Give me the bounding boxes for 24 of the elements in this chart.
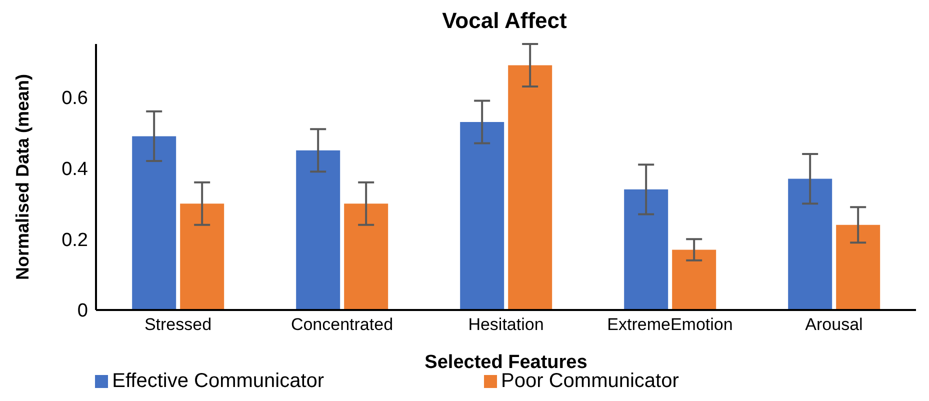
bar <box>624 189 668 310</box>
bar <box>508 65 552 310</box>
x-tick-label: ExtremeEmotion <box>607 315 733 334</box>
y-tick-label: 0.6 <box>62 88 88 109</box>
bar <box>296 150 340 310</box>
bar <box>788 178 832 310</box>
bar <box>460 122 504 310</box>
y-tick-label: 0.2 <box>62 230 88 251</box>
chart-title: Vocal Affect <box>441 8 568 35</box>
y-tick-label: 0 <box>77 300 88 322</box>
x-tick-label: Concentrated <box>290 315 394 334</box>
legend-label: Poor Communicator <box>501 370 679 392</box>
legend-label: Effective Communicator <box>112 370 324 392</box>
bar <box>344 204 388 310</box>
x-tick-label: Hesitation <box>468 315 544 334</box>
x-axis-title: Selected Features <box>424 352 588 373</box>
bar <box>132 136 176 310</box>
bar <box>672 250 716 310</box>
x-tick-label: Stressed <box>144 315 212 334</box>
bar <box>180 204 224 310</box>
y-axis-title: Normalised Data (mean) <box>12 74 32 280</box>
bar <box>836 224 880 310</box>
x-tick-label: Arousal <box>805 315 863 334</box>
y-tick-label: 0.4 <box>62 158 88 180</box>
